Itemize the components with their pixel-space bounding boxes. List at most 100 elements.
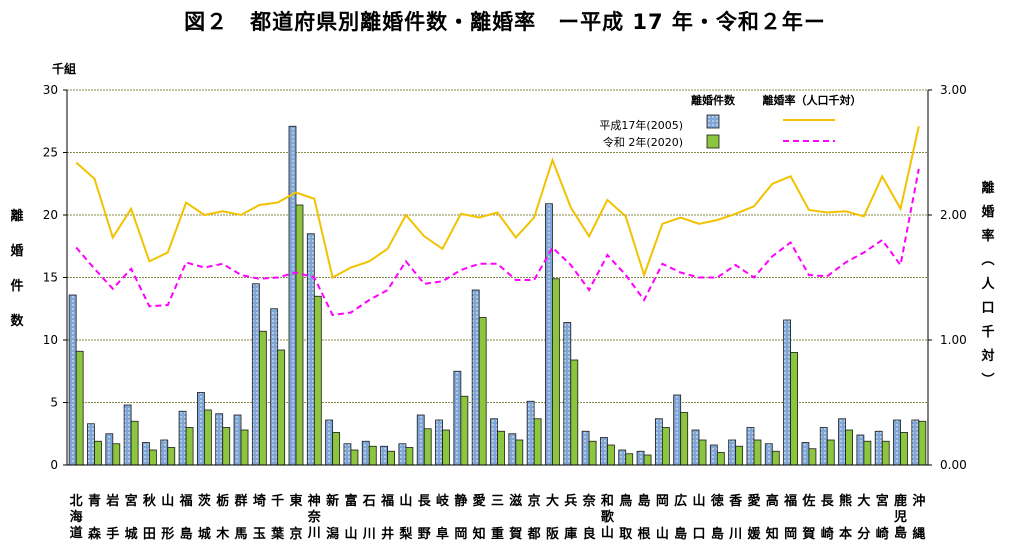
category-label: 川	[362, 527, 376, 542]
category-label: 岡	[454, 527, 467, 542]
category-label: 宮	[125, 493, 138, 509]
legend-swatch-bar-2020	[706, 134, 720, 149]
bar-2020	[350, 449, 359, 466]
bar-2005	[490, 418, 498, 466]
bar-2020	[533, 418, 542, 466]
category-label: 島	[638, 493, 651, 509]
bar-2020	[405, 447, 414, 466]
bar-2005	[343, 443, 352, 466]
category-label: 千	[271, 493, 284, 509]
category-label: 和	[601, 493, 614, 509]
line-series	[75, 126, 920, 317]
y-right-axis-label-char: 対	[980, 348, 994, 364]
bar-2005	[251, 283, 260, 466]
bar-2005	[178, 410, 187, 466]
bar-2020	[698, 439, 707, 466]
category-label: 潟	[326, 526, 339, 542]
category-label: 庫	[564, 526, 577, 542]
category-label: 形	[161, 527, 174, 542]
y-tick-label: 15	[43, 271, 58, 285]
category-label: 都	[527, 526, 541, 542]
category-label: 口	[693, 527, 706, 542]
category-label: 京	[289, 526, 302, 542]
rate-line-2020	[75, 168, 920, 317]
y-right-tick-label: 3.00	[940, 83, 967, 97]
category-label: 福	[179, 493, 193, 509]
category-label: 大	[857, 493, 870, 509]
category-label: 城	[198, 526, 211, 542]
bar-2005	[105, 433, 114, 466]
category-label: 賀	[801, 526, 815, 542]
bar-2020	[680, 412, 689, 466]
category-label: 岩	[105, 493, 119, 509]
bar-2020	[185, 427, 194, 466]
bar-2020	[863, 440, 872, 466]
category-label: 岡	[784, 527, 797, 542]
y-tick-label: 5	[50, 396, 58, 410]
bar-2005	[123, 404, 132, 466]
bar-2005	[306, 233, 315, 466]
y-right-axis-label-char: 千	[981, 324, 994, 340]
bar-2005	[600, 437, 608, 466]
y-right-tick-label: 0.00	[940, 458, 967, 472]
category-label: 東	[289, 493, 302, 509]
bar-2005	[361, 440, 370, 466]
bar-2020	[313, 295, 322, 466]
bar-2005	[416, 414, 425, 466]
category-label: 崎	[821, 526, 834, 542]
category-label: 福	[783, 493, 797, 509]
bar-2005	[691, 429, 700, 466]
category-label: 埼	[253, 493, 266, 509]
bar-2005	[874, 430, 883, 466]
category-label: 崎	[876, 526, 889, 542]
category-label: 栃	[216, 493, 229, 509]
category-label: 高	[766, 493, 779, 509]
legend-rate-header: 離婚率（人口千対）	[763, 93, 862, 107]
bar-2020	[588, 440, 597, 466]
bar-2020	[277, 349, 286, 466]
category-label: 徳	[710, 493, 724, 509]
y-tick-label: 20	[43, 208, 58, 222]
bar-2005	[471, 289, 480, 466]
bar-2005	[654, 418, 663, 466]
category-label: 山	[161, 493, 174, 509]
category-label: 岐	[436, 493, 450, 509]
bar-2005	[709, 444, 718, 466]
bar-2005	[819, 427, 828, 466]
y-tick-label: 25	[43, 146, 58, 160]
category-label: 長	[821, 494, 835, 509]
y-axis-label-char: 件	[10, 278, 23, 294]
y-right-axis-label-char: 率	[981, 228, 994, 244]
bar-2005	[380, 445, 388, 466]
category-label: 兵	[564, 493, 577, 509]
category-label: 群	[235, 493, 248, 509]
bar-2005	[508, 433, 517, 466]
category-label: 鹿	[894, 493, 907, 509]
bar-2020	[167, 447, 176, 466]
category-label: 山	[344, 526, 357, 542]
category-label: 熊	[839, 493, 852, 509]
category-label: 宮	[876, 493, 889, 509]
bar-2005	[325, 419, 334, 466]
y-tick-label: 30	[43, 83, 58, 97]
bar-2005	[398, 443, 407, 466]
bar-2020	[423, 428, 432, 466]
y-tick-label: 10	[43, 333, 58, 347]
category-label: 重	[491, 526, 504, 542]
bar-2020	[332, 432, 341, 466]
category-label: 知	[766, 526, 779, 542]
legend: 離婚件数 離婚率（人口千対） 平成17年(2005) 令和 2年(2020)	[599, 93, 861, 149]
bar-2020	[716, 452, 725, 466]
bar-2005	[673, 394, 682, 466]
bar-2020	[661, 427, 670, 466]
category-label: 富	[344, 493, 357, 509]
category-label: 良	[583, 526, 596, 542]
bar-2020	[149, 449, 157, 466]
bar-2020	[918, 420, 927, 466]
legend-swatch-bar-2005	[706, 114, 720, 129]
category-label: 川	[307, 526, 321, 541]
category-label: 野	[418, 527, 431, 542]
category-label: 鳥	[619, 493, 632, 509]
